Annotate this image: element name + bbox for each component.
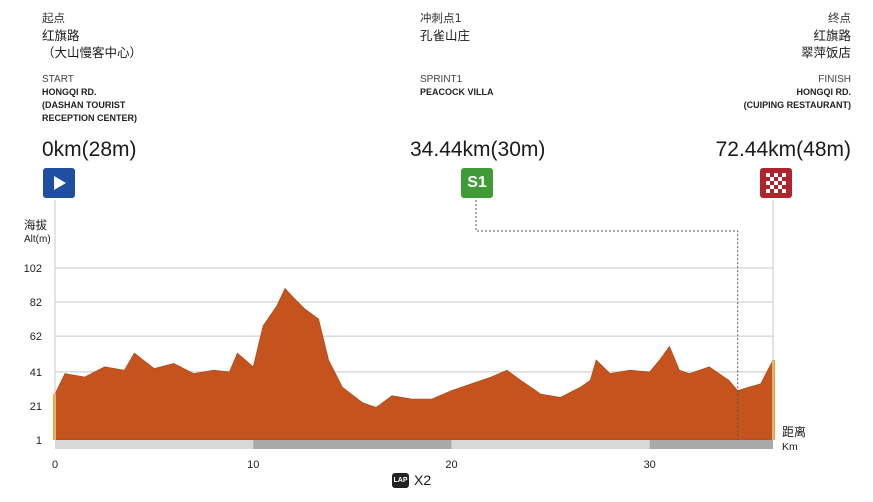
lap-badge: LAP [392, 472, 409, 488]
lap-times: X2 [414, 472, 432, 488]
checker-cell [782, 177, 786, 181]
checker-cell [782, 185, 786, 189]
checker-cell [778, 173, 782, 177]
distance-band [451, 440, 650, 449]
sprint-info: 冲刺点1 孔雀山庄 · SPRINT1 PEACOCK VILLA [420, 10, 494, 99]
y-tick-label: 102 [24, 263, 42, 275]
finish-distance: 72.44km(48m) [715, 138, 851, 161]
checker-cell [766, 177, 770, 181]
checker-cell [770, 177, 774, 181]
y-axis-title: 海拔 Alt(m) [24, 219, 51, 247]
finish-label-en: FINISH [818, 74, 851, 85]
checker-cell [774, 185, 778, 189]
checker-cell [778, 181, 782, 185]
start-label-en: START [42, 74, 74, 85]
y-tick-label: 1 [36, 435, 42, 447]
distance-band [55, 440, 254, 449]
y-axis-title-cn: 海拔 [24, 220, 47, 232]
start-name-cn-1: 红旗路 [42, 28, 80, 43]
start-label-cn: 起点 [42, 11, 65, 25]
checker-cell [766, 173, 770, 177]
checker-cell [766, 189, 770, 193]
checker-cell [770, 173, 774, 177]
checker-cell [782, 173, 786, 177]
start-distance: 0km(28m) [42, 138, 137, 161]
finish-name-en-1: HONGQI RD. [796, 87, 851, 97]
y-tick-label: 62 [30, 331, 42, 343]
y-tick-label: 41 [30, 367, 42, 379]
y-axis-title-en: Alt(m) [24, 234, 51, 245]
finish-name-cn-1: 红旗路 [813, 28, 851, 43]
x-tick-label: 20 [445, 459, 457, 471]
checker-cell [774, 189, 778, 193]
x-axis-title-cn: 距离 [782, 425, 807, 439]
start-name-en-3: RECEPTION CENTER) [42, 113, 138, 123]
x-tick-label: 0 [52, 459, 58, 471]
finish-label-cn: 终点 [828, 11, 851, 25]
checker-cell [778, 189, 782, 193]
sprint-connector [475, 200, 739, 440]
play-icon [54, 176, 66, 190]
finish-marker [760, 168, 792, 198]
checker-cell [770, 185, 774, 189]
checker-cell [782, 181, 786, 185]
distance-band [649, 440, 773, 449]
x-axis-title-en: Km [782, 441, 798, 453]
finish-name-en-2: (CUIPING RESTAURANT) [743, 100, 851, 110]
checker-cell [770, 181, 774, 185]
elevation-area [54, 287, 774, 441]
sprint-name-cn-1: 孔雀山庄 [420, 28, 471, 43]
lap-indicator: LAP X2 [392, 472, 431, 488]
checker-cell [778, 177, 782, 181]
x-tick-label: 30 [644, 459, 656, 471]
start-marker [43, 168, 75, 198]
checker-cell [774, 177, 778, 181]
checker-cell [782, 189, 786, 193]
start-name-en-1: HONGQI RD. [42, 87, 97, 97]
checker-cell [778, 185, 782, 189]
x-axis-title: 距离 Km [782, 425, 806, 455]
sprint-label-cn: 冲刺点1 [420, 11, 462, 25]
checker-cell [766, 181, 770, 185]
checker-cell [774, 181, 778, 185]
y-tick-label: 82 [30, 297, 42, 309]
start-name-en-2: (DASHAN TOURIST [42, 100, 126, 110]
checker-cell [766, 185, 770, 189]
distance-band [253, 440, 452, 449]
checkered-flag-icon [766, 173, 786, 193]
checker-cell [770, 189, 774, 193]
start-info: 起点 红旗路 （大山慢客中心） START HONGQI RD. (DASHAN… [42, 10, 142, 125]
x-tick-label: 10 [247, 459, 259, 471]
sprint-name-en-1: PEACOCK VILLA [420, 87, 494, 97]
checker-cell [774, 173, 778, 177]
finish-info: 终点 红旗路 翠萍饭店 FINISH HONGQI RD. (CUIPING R… [744, 10, 851, 112]
y-tick-label: 21 [30, 401, 42, 413]
sprint-label-en: SPRINT1 [420, 74, 463, 85]
sprint-marker: S1 [461, 168, 493, 198]
finish-name-cn-2: 翠萍饭店 [800, 45, 851, 60]
sprint-distance: 34.44km(30m) [410, 138, 546, 161]
start-name-cn-2: （大山慢客中心） [42, 45, 143, 60]
